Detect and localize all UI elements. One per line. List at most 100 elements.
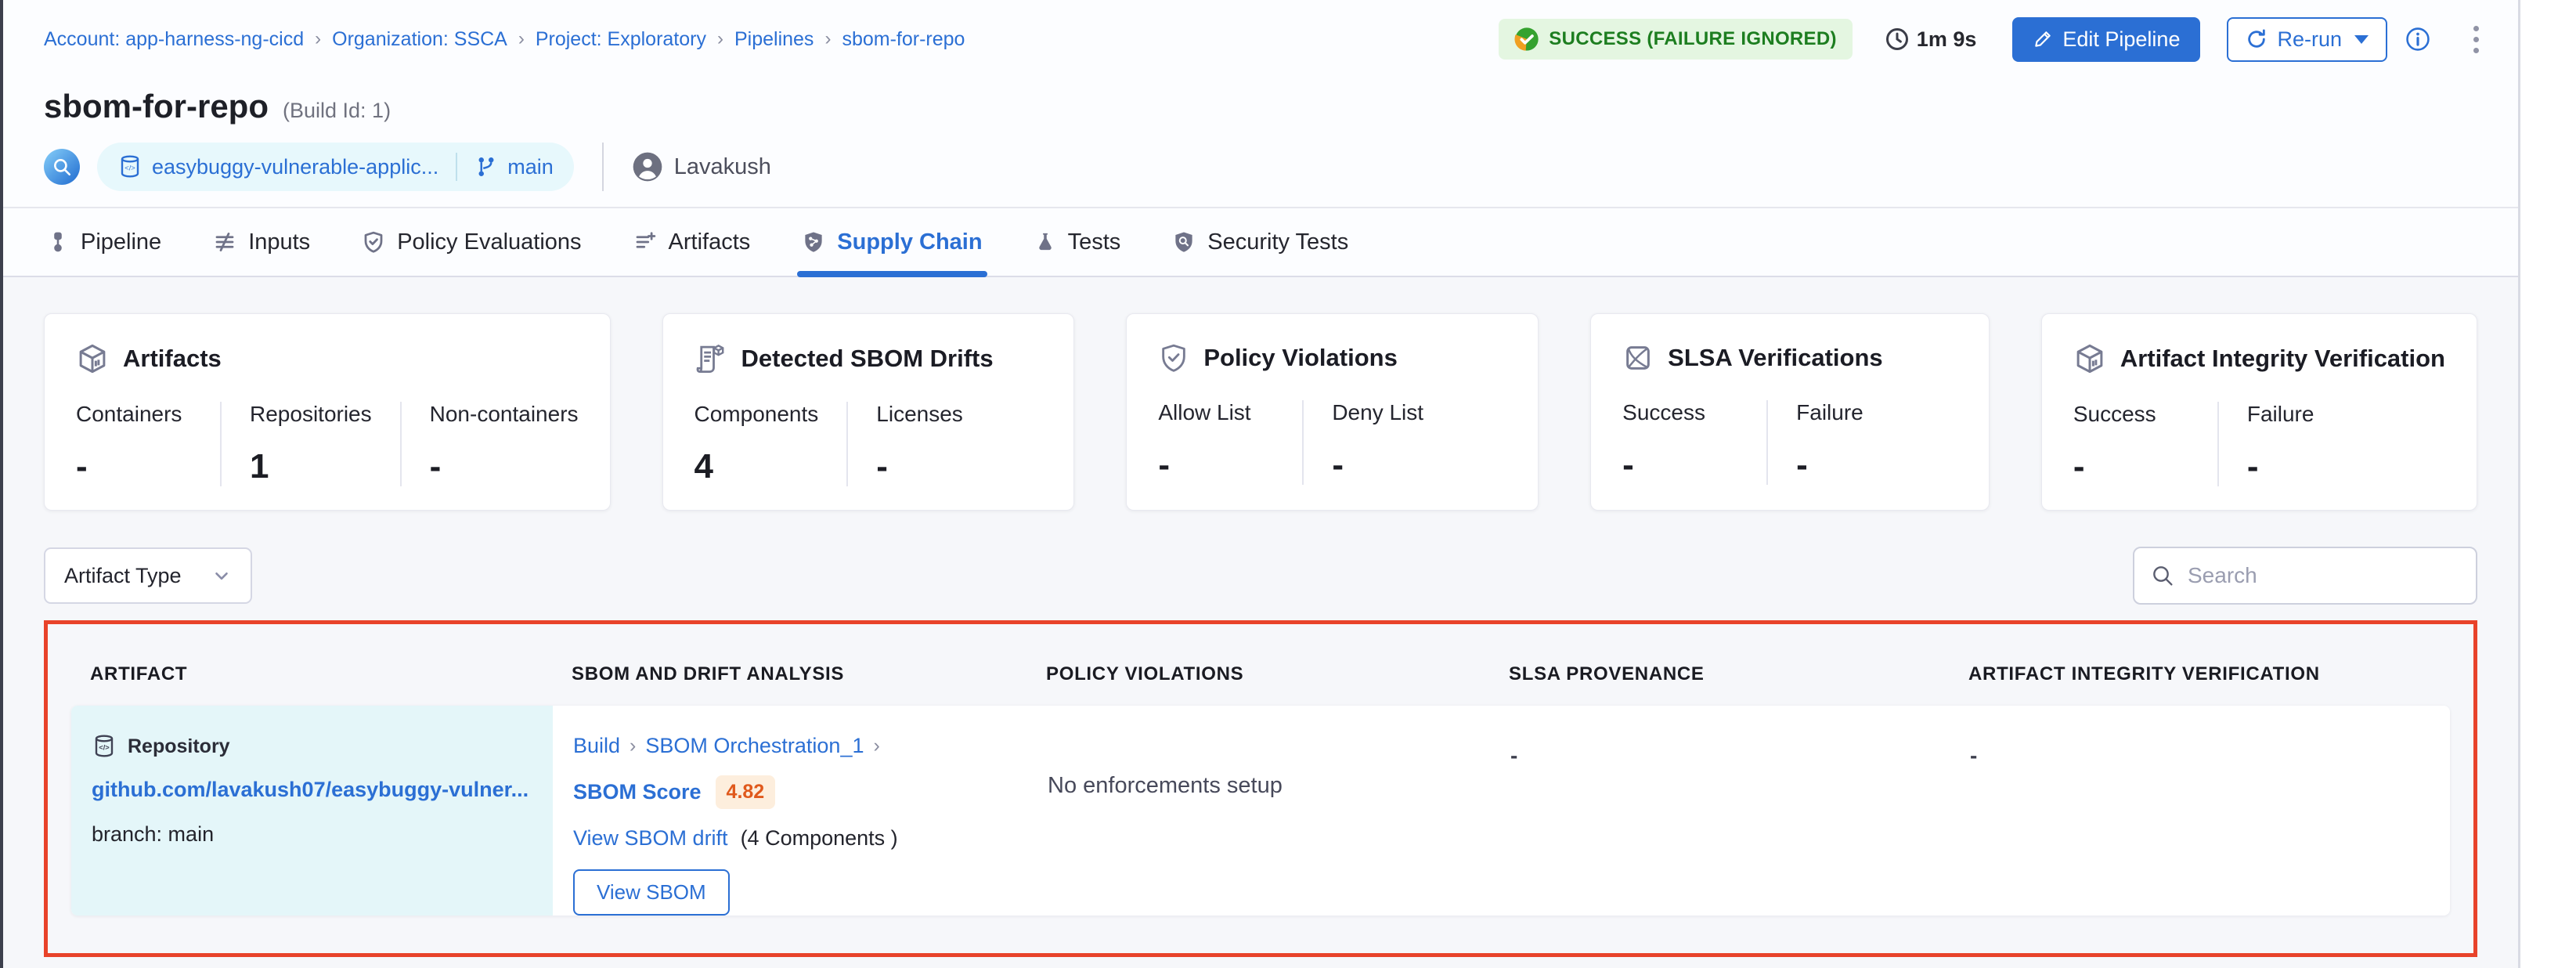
- tab-security-tests-label: Security Tests: [1207, 229, 1349, 255]
- breadcrumb-project[interactable]: Project: Exploratory: [535, 27, 706, 50]
- tab-inputs-label: Inputs: [248, 229, 311, 255]
- artifact-branch-label: branch: main: [92, 822, 215, 846]
- tab-tests-label: Tests: [1067, 229, 1121, 255]
- sbom-score-link[interactable]: SBOM Score: [573, 780, 702, 804]
- slsa-icon: [1622, 342, 1654, 374]
- metric-licenses: Licenses -: [846, 402, 963, 486]
- filter-row: Artifact Type: [44, 547, 2477, 605]
- shield-check-icon: [1158, 342, 1189, 374]
- tab-tests[interactable]: Tests: [1034, 208, 1121, 276]
- metric-allow-list: Allow List -: [1158, 400, 1251, 484]
- integrity-verification-value: -: [1970, 743, 1978, 768]
- clock-icon: [1885, 27, 1909, 51]
- build-tabs: Pipeline Inputs Policy Evaluations Artif…: [3, 207, 2518, 277]
- table-row: </> Repository github.com/lavakush07/eas…: [71, 706, 2450, 916]
- artifact-type-select[interactable]: Artifact Type: [44, 547, 252, 604]
- sbom-step-orchestration-link[interactable]: SBOM Orchestration_1: [645, 734, 864, 757]
- summary-cards: Artifacts Containers - Repositories 1 No…: [44, 313, 2477, 511]
- triggered-by-user: Lavakush: [632, 151, 771, 182]
- top-bar: Account: app-harness-ng-cicd › Organizat…: [3, 0, 2518, 78]
- annotation-red-box: ARTIFACT SBOM AND DRIFT ANALYSIS POLICY …: [44, 620, 2477, 957]
- sbom-step-build-link[interactable]: Build: [573, 734, 621, 757]
- tab-artifacts-label: Artifacts: [668, 229, 751, 255]
- user-name-label: Lavakush: [673, 154, 771, 179]
- col-integrity-verification: ARTIFACT INTEGRITY VERIFICATION: [1968, 663, 2320, 684]
- col-artifact: ARTIFACT: [90, 663, 188, 684]
- breadcrumb-account[interactable]: Account: app-harness-ng-cicd: [44, 27, 305, 50]
- metric-containers: Containers -: [76, 402, 182, 486]
- rerun-refresh-icon: [2246, 28, 2268, 50]
- info-icon[interactable]: [2405, 26, 2431, 52]
- pencil-icon: [2033, 29, 2053, 49]
- card-title: Artifacts: [123, 345, 222, 372]
- card-title: Detected SBOM Drifts: [741, 345, 994, 372]
- view-sbom-drift-link[interactable]: View SBOM drift: [573, 826, 728, 850]
- chevron-down-icon: [211, 565, 232, 586]
- tab-pipeline-label: Pipeline: [81, 229, 162, 255]
- sbom-drift-cell: Build › SBOM Orchestration_1 › SBOM Scor…: [553, 706, 1027, 916]
- metric-slsa-success: Success -: [1622, 400, 1705, 484]
- artifact-repo-link[interactable]: github.com/lavakush07/easybuggy-vulner..…: [92, 778, 529, 801]
- breadcrumb-separator: ›: [315, 28, 322, 49]
- card-slsa-verifications: SLSA Verifications Success - Failure -: [1590, 313, 1990, 511]
- col-slsa-provenance: SLSA PROVENANCE: [1509, 663, 1705, 684]
- cube-icon: [2073, 342, 2106, 375]
- scrollbar-gutter[interactable]: [2518, 0, 2576, 968]
- sbom-document-icon: [695, 342, 727, 375]
- flask-icon: [1034, 231, 1056, 253]
- tab-supply-chain-label: Supply Chain: [837, 229, 983, 255]
- more-options-menu-icon[interactable]: [2466, 21, 2487, 58]
- policy-violations-cell: No enforcements setup: [1027, 706, 1490, 916]
- metric-components: Components 4: [694, 402, 819, 486]
- pipeline-icon: [47, 231, 69, 253]
- left-edge-strip: [0, 0, 3, 968]
- breadcrumb-pipelines[interactable]: Pipelines: [734, 27, 814, 50]
- breadcrumb-separator: ›: [824, 28, 832, 49]
- artifact-type-label: Repository: [128, 735, 230, 757]
- search-box: [2133, 547, 2477, 605]
- pill-divider: [456, 153, 458, 181]
- tab-policy-evaluations-label: Policy Evaluations: [397, 229, 582, 255]
- search-input[interactable]: [2188, 563, 2460, 588]
- sbom-step-breadcrumb: Build › SBOM Orchestration_1 ›: [573, 734, 1005, 758]
- edit-pipeline-button[interactable]: Edit Pipeline: [2012, 16, 2201, 62]
- breadcrumb-pipeline-name[interactable]: sbom-for-repo: [842, 27, 965, 50]
- tab-security-tests[interactable]: Security Tests: [1172, 208, 1348, 276]
- tab-policy-evaluations[interactable]: Policy Evaluations: [362, 208, 582, 276]
- supply-chain-shield-icon: [802, 230, 825, 254]
- top-right-controls: SUCCESS (FAILURE IGNORED) 1m 9s Edit Pip…: [1499, 16, 2487, 62]
- repository-icon: </>: [92, 734, 117, 759]
- rerun-button[interactable]: Re-run: [2227, 16, 2387, 62]
- card-sbom-drifts: Detected SBOM Drifts Components 4 Licens…: [662, 313, 1075, 511]
- integrity-verification-cell: -: [1950, 706, 2450, 916]
- breadcrumb-separator: ›: [716, 28, 723, 49]
- sbom-score-badge: 4.82: [715, 775, 776, 809]
- page-title: sbom-for-repo: [44, 88, 269, 125]
- rerun-label: Re-run: [2277, 27, 2342, 51]
- tab-pipeline[interactable]: Pipeline: [47, 208, 161, 276]
- breadcrumb-organization[interactable]: Organization: SSCA: [332, 27, 507, 50]
- table-header: ARTIFACT SBOM AND DRIFT ANALYSIS POLICY …: [71, 663, 2450, 685]
- view-sbom-button[interactable]: View SBOM: [573, 869, 730, 916]
- metric-slsa-failure: Failure -: [1766, 400, 1882, 485]
- main-panel: Account: app-harness-ng-cicd › Organizat…: [3, 0, 2518, 968]
- breadcrumb: Account: app-harness-ng-cicd › Organizat…: [44, 28, 965, 51]
- tab-artifacts[interactable]: Artifacts: [633, 208, 751, 276]
- search-icon: [2150, 563, 2175, 588]
- card-title: Artifact Integrity Verification: [2120, 345, 2445, 372]
- card-title: SLSA Verifications: [1668, 344, 1883, 371]
- repo-branch-chip[interactable]: </> easybuggy-vulnerable-applic... main: [97, 143, 574, 191]
- tab-inputs[interactable]: Inputs: [213, 208, 310, 276]
- branch-name-label: main: [507, 154, 554, 179]
- security-shield-search-icon: [1172, 230, 1196, 254]
- metric-deny-list: Deny List -: [1302, 400, 1423, 485]
- metric-repositories: Repositories 1: [220, 402, 372, 486]
- metric-non-containers: Non-containers -: [399, 402, 579, 486]
- title-row: sbom-for-repo (Build Id: 1): [3, 78, 2518, 125]
- supply-chain-content: Artifacts Containers - Repositories 1 No…: [3, 277, 2518, 968]
- success-check-icon: [1514, 27, 1539, 52]
- card-policy-violations: Policy Violations Allow List - Deny List…: [1126, 313, 1539, 511]
- build-meta-row: </> easybuggy-vulnerable-applic... main …: [3, 125, 2518, 207]
- tab-supply-chain[interactable]: Supply Chain: [797, 208, 987, 277]
- metric-integrity-failure: Failure -: [2217, 402, 2333, 486]
